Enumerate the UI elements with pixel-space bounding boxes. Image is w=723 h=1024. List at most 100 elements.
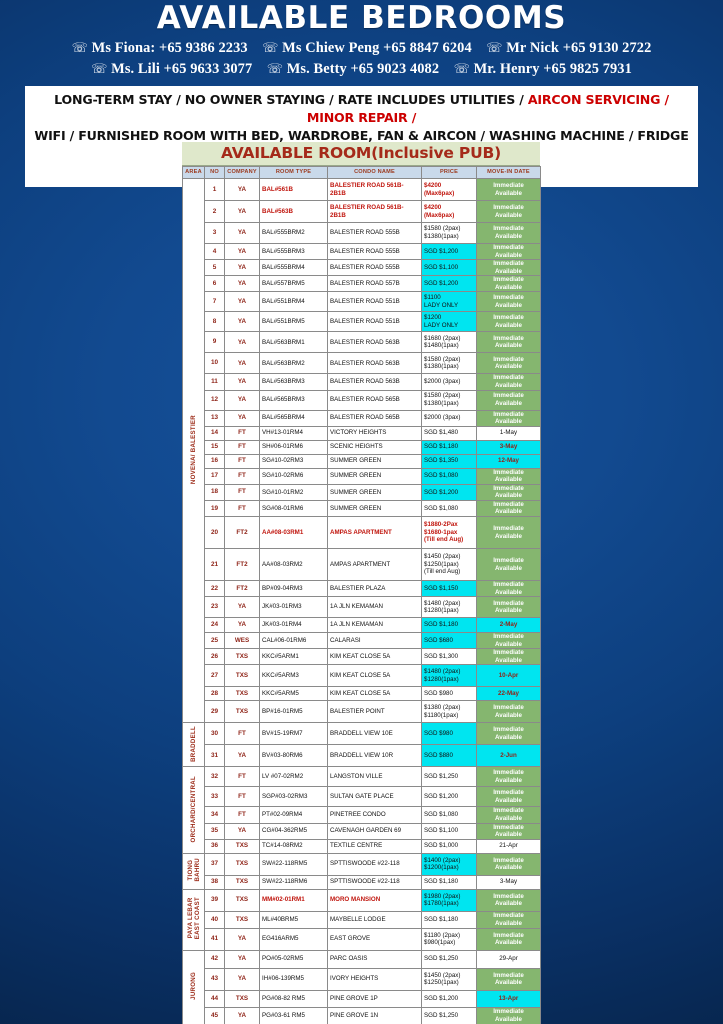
cell-company: YA [224,178,260,201]
cell-price: $1450 (2pax) $1250(1pax) (Till end Aug) [421,548,477,581]
cell-condo-name: LANGSTON VILLE [327,766,422,788]
cell-no: 37 [204,852,225,876]
cell-move-in-date: Immediate Available [476,579,541,598]
cell-condo-name: BALESTIER ROAD 555B [327,222,422,244]
contact-number[interactable]: +65 8847 6204 [383,40,472,57]
cell-company: YA [224,617,260,634]
telephone-icon: ☏ [91,61,108,77]
cell-move-in-date: 2-Jun [476,744,541,768]
cell-no: 13 [204,409,225,427]
table-row: 44 TXS PG#08-82 RM5 PINE GROVE 1P SGD $1,200… [183,989,541,1008]
table-row: JURONG 42 YA PO#05-02RM5 PARC OASIS SGD $1,25… [182,949,541,1024]
table-row: 5 YA BAL#555BRM4 BALESTIER ROAD 555B SGD $1,… [183,259,541,277]
cell-price: $2000 (3pax) [421,373,477,391]
cell-price: SGD $1,180 [421,617,477,634]
table-row: 33 FT SGP#03-02RM3 SULTAN GATE PLACE SGD $1,… [183,786,541,808]
cell-condo-name: KIM KEAT CLOSE 5A [327,648,422,666]
cell-no: 41 [204,927,225,951]
cell-price: SGD $1,200 [421,275,477,293]
cell-no: 32 [204,766,225,788]
cell-room-type: BV#15-19RM7 [259,722,328,746]
cell-no: 20 [204,516,225,549]
cell-company: TXS [224,838,260,854]
cell-condo-name: BALESTIER PLAZA [327,579,422,598]
cell-room-type: CAL#06-01RM6 [259,632,328,650]
cell-price: SGD $1,250 [421,766,477,788]
cell-condo-name: BALESTIER ROAD 551B [327,311,422,333]
cell-room-type: AA#08-03RM1 [259,516,328,549]
table-row: TIONG BAHRU 37 TXS SW#22-118RM5 SPTTISWOODE … [182,852,541,890]
cell-no: 1 [204,178,225,201]
cell-condo-name: SUMMER GREEN [327,483,422,501]
table-row: 43 YA IH#06-139RM5 IVORY HEIGHTS $1450 (2pax… [183,967,541,991]
cell-price: $1580 (2pax) $1380(1pax) [421,352,477,375]
page-title: AVAILABLE BEDROOMS [156,0,567,36]
cell-move-in-date: Immediate Available [476,700,541,724]
contact-number[interactable]: +65 9386 2233 [159,40,248,57]
cell-company: YA [224,242,260,261]
cell-company: YA [224,352,260,375]
cell-move-in-date: 3-May [476,439,541,455]
cell-condo-name: SCENIC HEIGHTS [327,439,422,455]
table-row: 27 TXS KKC#5ARM3 KIM KEAT CLOSE 5A $1480 (2p… [183,664,541,688]
cell-company: FT [224,499,260,518]
cell-room-type: PT#02-09RM4 [259,806,328,824]
cell-no: 9 [204,331,225,354]
cell-price: SGD $1,200 [421,483,477,501]
cell-room-type: PG#03-61 RM5 [259,1006,328,1024]
contact-number[interactable]: +65 9633 3077 [163,60,253,77]
cell-price: $1200 LADY ONLY [421,311,477,333]
contact-name: Ms. Betty [286,60,347,77]
table-row: 6 YA BAL#557BRM5 BALESTIER ROAD 557B SGD $1,… [183,275,541,293]
telephone-icon: ☏ [71,41,88,57]
cell-move-in-date: Immediate Available [476,596,541,619]
cell-company: FT [224,467,260,485]
cell-room-type: LV #07-02RM2 [259,766,328,788]
cell-company: TXS [224,989,260,1008]
cell-no: 22 [204,579,225,598]
cell-condo-name: BALESTIER ROAD 557B [327,275,422,293]
cell-company: YA [224,927,260,951]
table-header: AREA NO COMPANY ROOM TYPE CONDO NAME PRI… [182,166,541,179]
cell-price: SGD $1,250 [421,949,477,969]
cell-move-in-date: Immediate Available [476,483,541,501]
cell-company: YA [224,331,260,354]
table-row: 25 WES CAL#06-01RM6 CALARASI SGD $680 Immedia… [183,632,541,650]
contact-number[interactable]: +65 9825 7931 [543,60,632,77]
cell-price: SGD $680 [421,632,477,650]
cell-no: 40 [204,910,225,929]
table-row: 18 FT SG#10-01RM2 SUMMER GREEN SGD $1,200 Imm… [183,483,541,501]
cell-price: SGD $1,200 [421,242,477,261]
cell-condo-name: BALESTIER ROAD 551B [327,291,422,313]
cell-price: SGD $1,480 [421,425,477,441]
cell-price: $1980 (2pax) $1780(1pax) [421,888,477,912]
cell-room-type: KKC#5ARM1 [259,648,328,666]
cell-price: SGD $1,250 [421,1006,477,1024]
cell-condo-name: PINETREE CONDO [327,806,422,824]
cell-no: 44 [204,989,225,1008]
cell-price: $1180 (2pax) $980(1pax) [421,927,477,951]
table-row: 45 YA PG#03-61 RM5 PINE GROVE 1N SGD $1,250 I… [183,1006,541,1024]
cell-price: $1480 (2pax) $1280(1pax) [421,596,477,619]
contact-line-2: ☏ Ms. Lili +65 9633 3077 ☏ Ms. Betty +65… [0,59,723,79]
cell-company: FT [224,806,260,824]
col-header-room-type: ROOM TYPE [259,166,328,179]
cell-condo-name: PINE GROVE 1N [327,1006,422,1024]
table-row: 3 YA BAL#555BRM2 BALESTIER ROAD 555B $1580 (… [183,222,541,244]
sheet-title: AVAILABLE ROOM(Inclusive PUB) [182,142,540,166]
cell-move-in-date: Immediate Available [476,311,541,333]
table-row: 40 TXS ML#40BRM5 MAYBELLE LODGE SGD $1,180 Im… [183,910,541,929]
cell-company: FT [224,439,260,455]
table-row: 21 FT2 AA#08-03RM2 AMPAS APARTMENT $1450 (2p… [183,548,541,581]
cell-move-in-date: Immediate Available [476,786,541,808]
contact-number[interactable]: +65 9023 4082 [350,60,440,77]
contact-name: Ms Fiona: [91,40,156,57]
cell-room-type: MM#02-01RM1 [259,888,328,912]
contact-number[interactable]: +65 9130 2722 [562,40,652,57]
cell-price: SGD $1,200 [421,989,477,1008]
cell-no: 31 [204,744,225,768]
poster-header: AVAILABLE BEDROOMS ☏ Ms Fiona: +65 9386 … [0,0,723,79]
cell-condo-name: AMPAS APARTMENT [327,548,422,581]
cell-room-type: BAL#551BRM4 [259,291,328,313]
contact-line-1: ☏ Ms Fiona: +65 9386 2233 ☏ Ms Chiew Pen… [0,38,723,58]
